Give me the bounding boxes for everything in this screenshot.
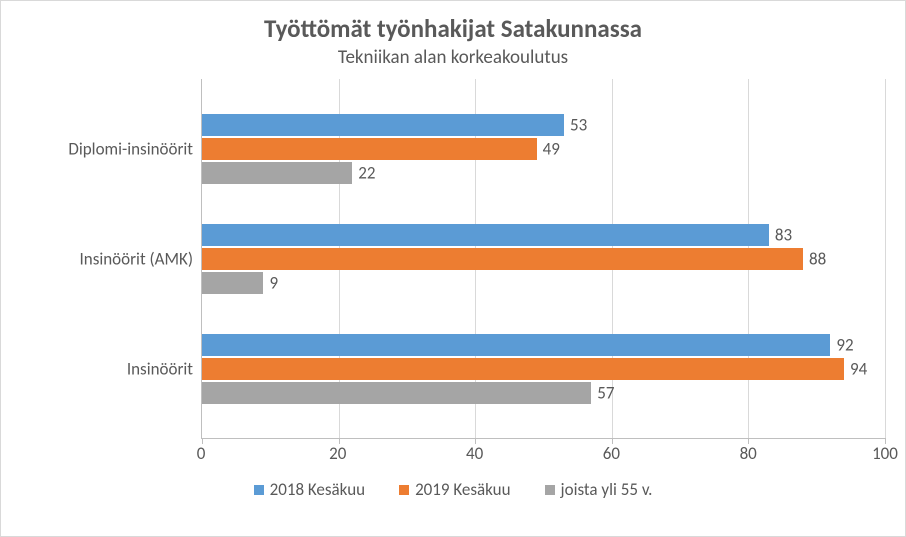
bar: 53 [202,114,564,136]
bar-value-label: 92 [830,335,853,356]
legend-swatch [545,485,555,495]
x-axis: 020406080100 [201,439,885,469]
y-axis-category-label: Insinöörit [127,359,193,380]
legend-label: 2019 Kesäkuu [415,479,510,500]
legend-item: 2018 Kesäkuu [254,479,365,500]
x-axis-ticks: 020406080100 [201,439,885,469]
bar-value-label: 88 [803,249,826,270]
x-tick-label: 60 [603,443,620,464]
y-axis-category-label: Diplomi-insinöörit [68,139,193,160]
bar: 88 [202,248,803,270]
x-tick-label: 0 [197,443,206,464]
bar: 92 [202,334,830,356]
legend-label: 2018 Kesäkuu [270,479,365,500]
bar-value-label: 9 [263,273,278,294]
y-axis-labels: Diplomi-insinöörit Insinöörit (AMK) Insinö… [31,79,201,439]
bar: 94 [202,358,844,380]
legend-label: joista yli 55 v. [561,479,653,500]
chart-title: Työttömät työnhakijat Satakunnassa [21,13,885,44]
bar: 9 [202,272,263,294]
chart-container: Työttömät työnhakijat Satakunnassa Tekni… [0,0,906,537]
bar-value-label: 83 [769,225,792,246]
plot-area: 53492283889929457 [201,79,885,439]
x-tick-label: 40 [466,443,483,464]
x-tick-label: 100 [872,443,898,464]
legend-swatch [399,485,409,495]
x-tick-label: 80 [740,443,757,464]
bar-value-label: 57 [591,383,614,404]
bar-value-label: 53 [564,115,587,136]
legend-swatch [254,485,264,495]
legend-item: 2019 Kesäkuu [399,479,510,500]
bar: 57 [202,382,591,404]
bar-value-label: 49 [537,139,560,160]
bar-value-label: 22 [352,163,375,184]
legend-item: joista yli 55 v. [545,479,653,500]
bar: 49 [202,138,537,160]
gridline [885,79,886,438]
legend: 2018 Kesäkuu 2019 Kesäkuu joista yli 55 v. [21,479,885,500]
bar: 22 [202,162,352,184]
y-axis-category-label: Insinöörit (AMK) [79,249,193,270]
bar-value-label: 94 [844,359,867,380]
plot-wrap: Diplomi-insinöörit Insinöörit (AMK) Insinö… [21,79,885,439]
chart-subtitle: Tekniikan alan korkeakoulutus [21,46,885,69]
x-tick-label: 20 [329,443,346,464]
chart-title-block: Työttömät työnhakijat Satakunnassa Tekni… [21,13,885,69]
bar: 83 [202,224,769,246]
